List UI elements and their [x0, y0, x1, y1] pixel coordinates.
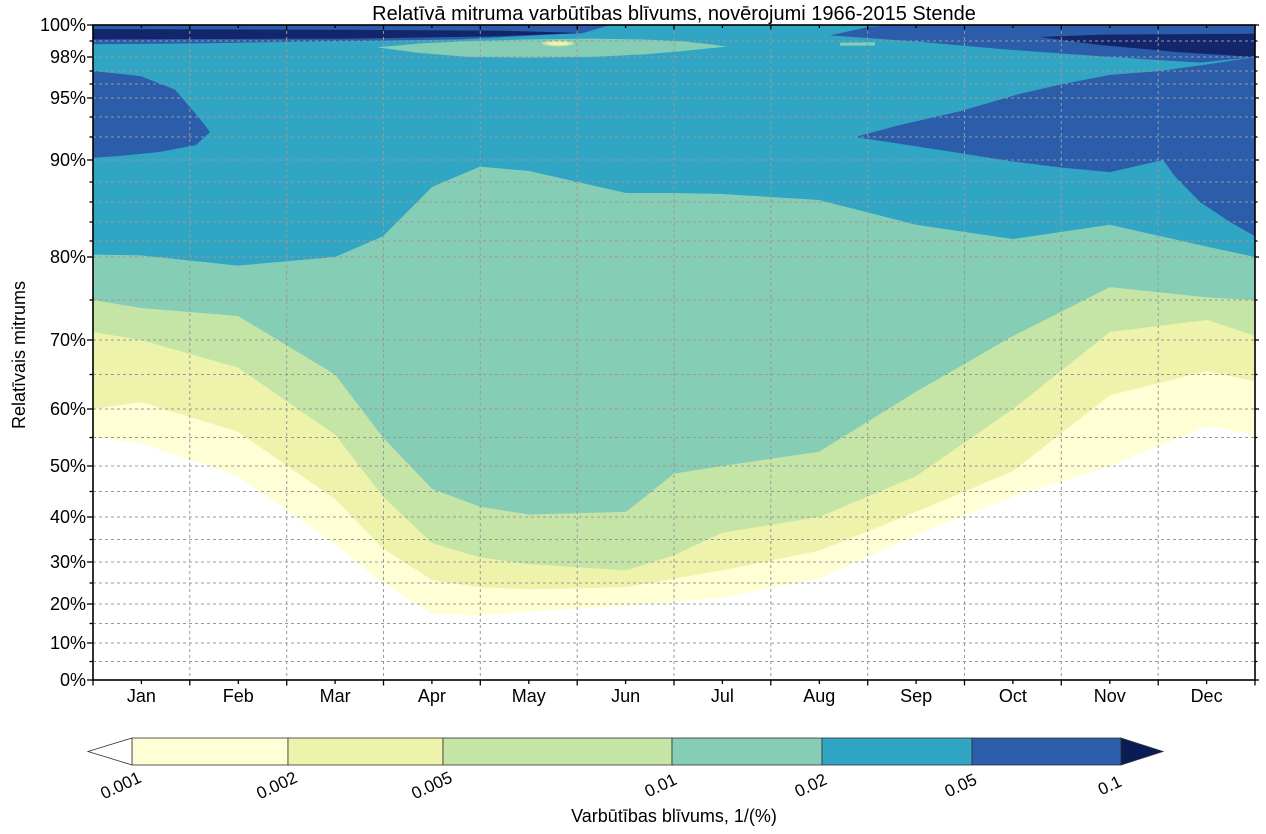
- colorbar: [86, 737, 1165, 766]
- y-tick-label-0: 0%: [59, 670, 86, 690]
- x-tick-label-aug: Aug: [803, 686, 836, 706]
- x-tick-label-dec: Dec: [1190, 686, 1223, 706]
- x-tick-label-jun: Jun: [611, 686, 641, 706]
- y-tick-label-20: 20%: [49, 594, 86, 614]
- x-tick-label-nov: Nov: [1093, 686, 1126, 706]
- x-tick-label-sep: Sep: [900, 686, 933, 706]
- colorbar-segment-1: [287, 737, 444, 766]
- colorbar-over-arrow: [1120, 737, 1165, 766]
- y-tick-label-98: 98%: [49, 47, 86, 67]
- colorbar-segment-0: [131, 737, 289, 766]
- top-dip-sliver-aug: [840, 42, 875, 46]
- colorbar-segment-3: [671, 737, 823, 766]
- x-tick-label-jul: Jul: [710, 686, 734, 706]
- colorbar-segment-4: [821, 737, 973, 766]
- high-density-blob-jan-feb: [93, 71, 210, 158]
- y-tick-label-100: 100%: [39, 15, 86, 35]
- x-tick-label-oct: Oct: [998, 686, 1027, 706]
- max-density-stripe-oct-dec: [1040, 33, 1255, 57]
- y-tick-label-90: 90%: [49, 150, 86, 170]
- y-tick-label-40: 40%: [49, 507, 86, 527]
- y-tick-label-80: 80%: [49, 247, 86, 267]
- chart-title: Relatīvā mitruma varbūtības blīvums, nov…: [372, 3, 976, 25]
- contour-bands: [93, 25, 1255, 680]
- x-tick-label-jan: Jan: [126, 686, 156, 706]
- y-tick-label-50: 50%: [49, 456, 86, 476]
- colorbar-segment-5: [971, 737, 1122, 766]
- gridlines: [93, 25, 1255, 680]
- high-density-blob-sep-dec: [855, 57, 1255, 237]
- x-tick-label-mar: Mar: [319, 686, 351, 706]
- x-tick-label-apr: Apr: [417, 686, 446, 706]
- y-tick-label-70: 70%: [49, 330, 86, 350]
- axis-ticks: [87, 24, 1259, 686]
- y-tick-label-60: 60%: [49, 399, 86, 419]
- y-tick-label-95: 95%: [49, 88, 86, 108]
- top-dip-band-apr-aug: [377, 38, 727, 58]
- colorbar-segment-2: [442, 737, 673, 766]
- colorbar-label: Varbūtības blīvums, 1/(%): [571, 806, 777, 826]
- y-tick-label-30: 30%: [49, 552, 86, 572]
- x-tick-label-may: May: [511, 686, 546, 706]
- density-dip-spot-inner: [547, 41, 569, 46]
- colorbar-under-arrow: [86, 737, 133, 766]
- max-density-stripe-jan-may: [93, 29, 583, 40]
- y-tick-label-10: 10%: [49, 633, 86, 653]
- x-tick-label-feb: Feb: [222, 686, 254, 706]
